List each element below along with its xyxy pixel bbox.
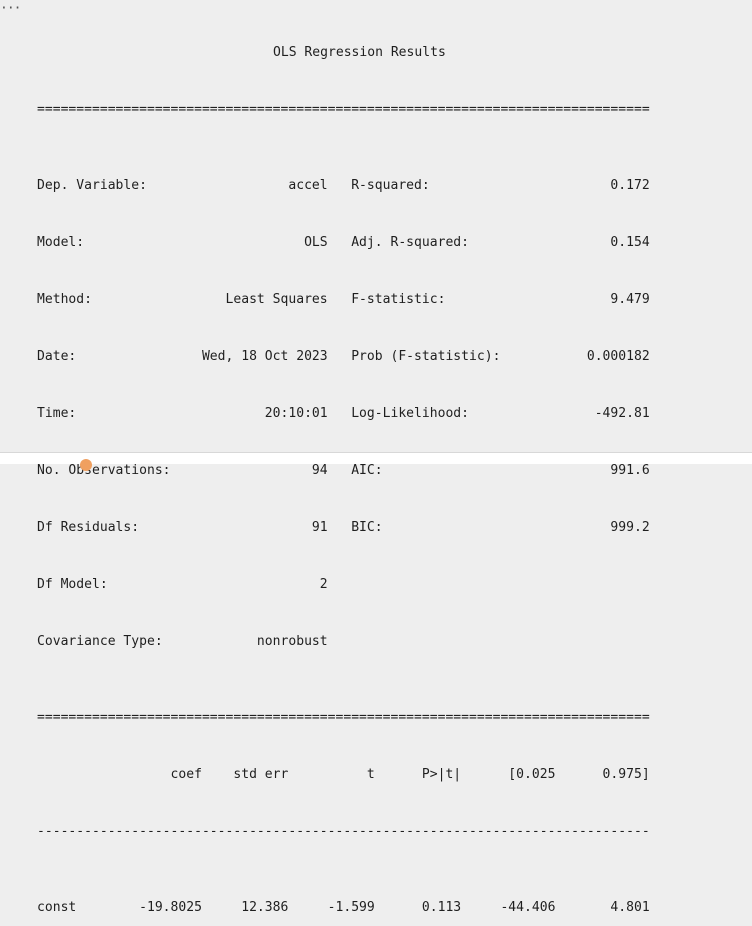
- separator-equals: ========================================…: [37, 102, 650, 117]
- summary-row: Model: OLS Adj. R-squared: 0.154: [37, 235, 650, 250]
- next-cell-strip: [0, 452, 752, 464]
- separator-dashes: ----------------------------------------…: [37, 824, 650, 839]
- summary-row: Dep. Variable: accel R-squared: 0.172: [37, 178, 650, 193]
- coef-row-const: const -19.8025 12.386 -1.599 0.113 -44.4…: [37, 900, 650, 915]
- summary-row: Time: 20:10:01 Log-Likelihood: -492.81: [37, 406, 650, 421]
- summary-row: Method: Least Squares F-statistic: 9.479: [37, 292, 650, 307]
- status-dot-icon: [80, 459, 92, 471]
- ols-summary-report: OLS Regression Results =================…: [37, 5, 650, 926]
- summary-row: Covariance Type: nonrobust: [37, 634, 328, 649]
- summary-row: Df Residuals: 91 BIC: 999.2: [37, 520, 650, 535]
- output-collapse-ellipsis[interactable]: ···: [0, 1, 21, 16]
- coef-table-header: coef std err t P>|t| [0.025 0.975]: [37, 767, 650, 782]
- report-title-text: OLS Regression Results: [273, 45, 446, 60]
- summary-row: Date: Wed, 18 Oct 2023 Prob (F-statistic…: [37, 349, 650, 364]
- separator-equals: ========================================…: [37, 710, 650, 725]
- report-title: OLS Regression Results: [37, 43, 650, 62]
- summary-row: Df Model: 2: [37, 577, 328, 592]
